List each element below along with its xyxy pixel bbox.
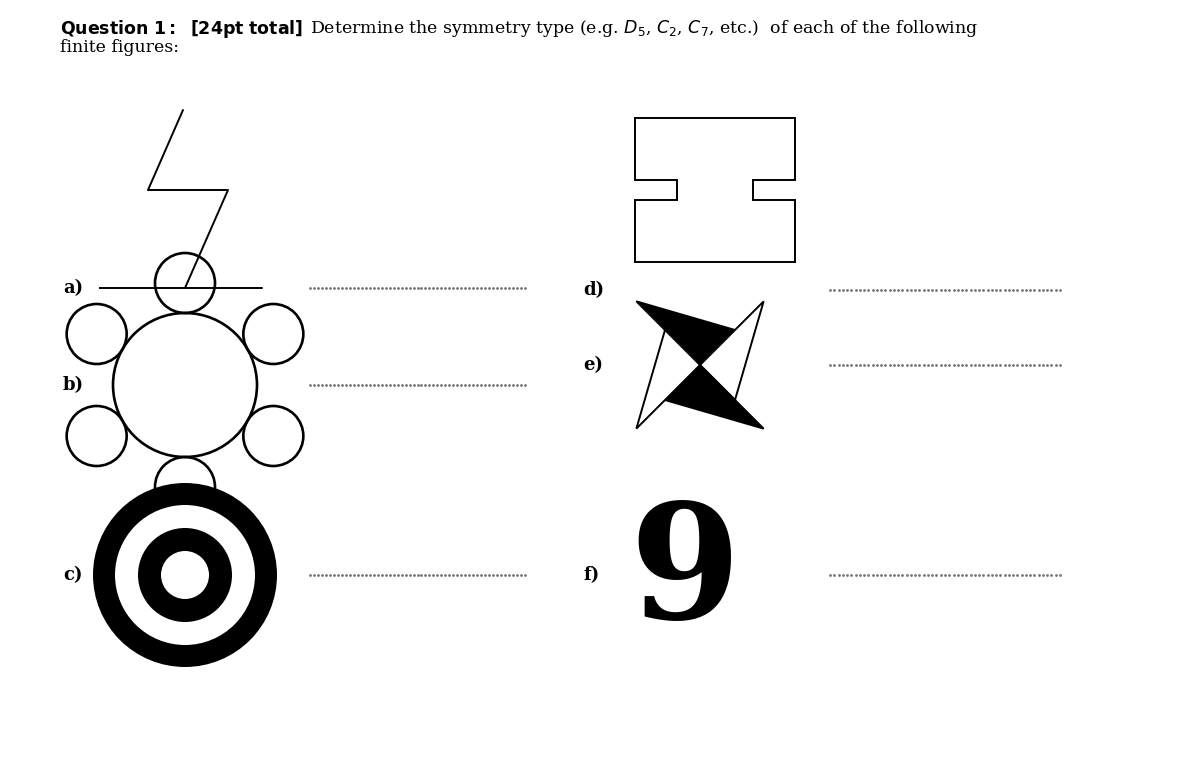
Text: 9: 9 — [629, 498, 740, 652]
Text: Determine the symmetry type (e.g. $D_5$, $C_2$, $C_7$, etc.)  of each of the fol: Determine the symmetry type (e.g. $D_5$,… — [310, 18, 979, 39]
Circle shape — [93, 483, 277, 667]
Text: c): c) — [63, 566, 83, 584]
Text: f): f) — [583, 566, 599, 584]
Text: e): e) — [583, 356, 603, 374]
Text: a): a) — [63, 279, 83, 297]
Text: $\mathbf{Question\ 1:}$: $\mathbf{Question\ 1:}$ — [60, 18, 176, 38]
Polygon shape — [636, 301, 736, 365]
Polygon shape — [636, 330, 700, 429]
Text: b): b) — [63, 376, 84, 394]
Circle shape — [115, 505, 255, 645]
Circle shape — [138, 528, 232, 622]
Polygon shape — [665, 365, 763, 429]
Text: finite figures:: finite figures: — [60, 39, 179, 56]
Polygon shape — [700, 301, 763, 400]
Circle shape — [161, 551, 208, 599]
Text: $\mathbf{[24pt\ total]}$: $\mathbf{[24pt\ total]}$ — [190, 18, 303, 40]
Text: d): d) — [583, 281, 604, 299]
